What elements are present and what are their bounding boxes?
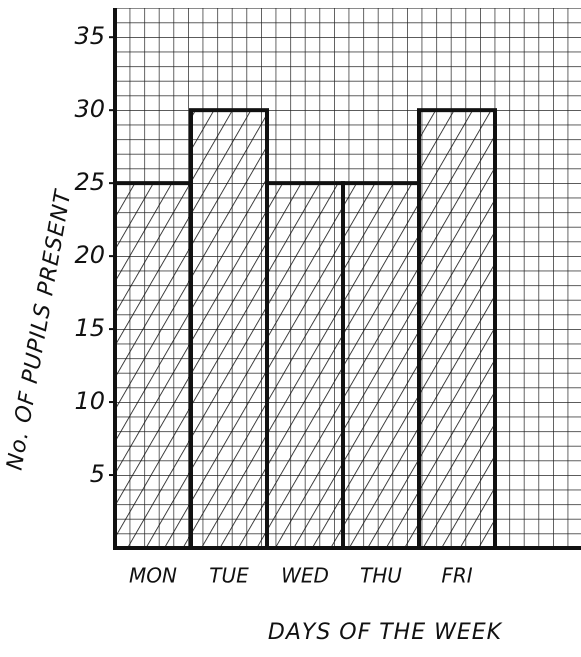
bar — [343, 183, 419, 548]
page: {"chart_data": {"type": "bar", "x_label"… — [0, 0, 581, 657]
x-tick-label: TUE — [209, 564, 249, 588]
bar — [267, 183, 343, 548]
x-axis-title: DAYS OF THE WEEK — [268, 620, 503, 645]
y-tick-label: 15 — [74, 314, 105, 342]
y-tick-label: 30 — [74, 95, 105, 123]
bar — [419, 110, 495, 548]
bar — [115, 183, 191, 548]
y-tick-label: 35 — [74, 22, 105, 50]
bar — [191, 110, 267, 548]
x-tick-label: WED — [281, 564, 329, 588]
y-axis-title: No. OF PUPILS PRESENT — [3, 187, 77, 472]
y-tick-label: 25 — [74, 168, 105, 196]
x-tick-label: MON — [129, 564, 177, 588]
y-tick-label: 10 — [74, 387, 105, 415]
y-tick-label: 20 — [74, 241, 105, 269]
x-tick-label: FRI — [441, 564, 472, 588]
x-tick-label: THU — [360, 564, 402, 588]
y-tick-label: 5 — [90, 460, 105, 488]
chart: No. OF PUPILS PRESENT DAYS OF THE WEEK 5… — [0, 0, 581, 657]
